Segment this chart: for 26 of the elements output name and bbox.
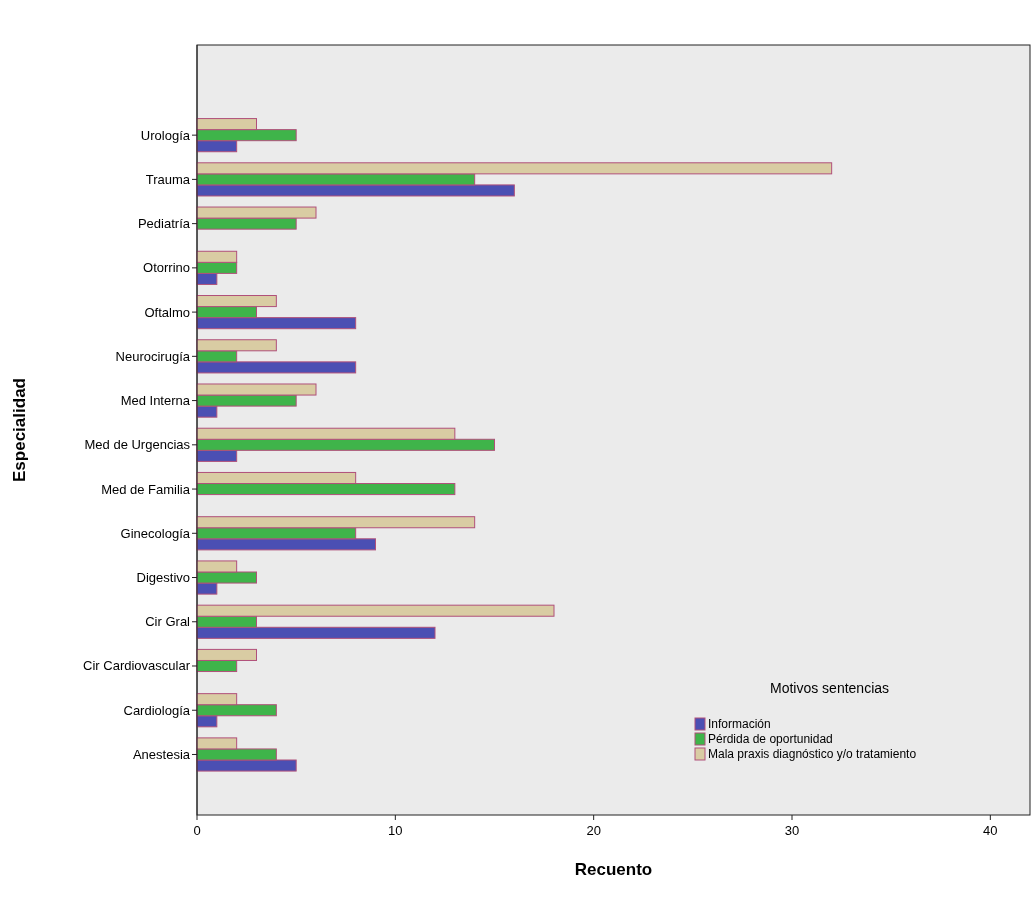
legend-label: Mala praxis diagnóstico y/o tratamiento [708,747,917,761]
legend-label: Pérdida de oportunidad [708,732,833,746]
y-tick-label: Neurocirugía [115,348,191,364]
y-tick-label: Cardiología [123,702,191,718]
y-tick-label: Med de Familia [101,481,191,497]
y-tick-label: Ginecología [120,525,191,541]
y-tick-label: Anestesia [132,746,191,762]
y-tick-label: Cir Cardiovascular [83,658,191,674]
x-axis-title: Recuento [574,860,653,879]
x-tick-label: 40 [983,823,998,838]
x-tick-label: 20 [586,823,601,838]
x-tick-label: 0 [193,823,201,838]
y-tick-label: Urología [140,127,191,143]
y-tick-label: Cir Gral [145,614,191,630]
x-tick-label: 30 [784,823,800,838]
y-tick-label: Digestivo [136,570,190,586]
y-tick-label: Trauma [145,171,191,187]
y-tick-label: Med de Urgencias [84,437,191,453]
x-tick-label: 10 [388,823,403,838]
y-tick-label: Med Interna [120,393,191,409]
y-axis-title: Especialidad [10,378,29,482]
y-tick-label: Pediatría [137,216,191,232]
legend-title: Motivos sentencias [770,680,890,696]
legend-label: Información [708,717,771,731]
y-tick-label: Oftalmo [144,304,190,320]
y-tick-label: Otorrino [143,260,190,276]
